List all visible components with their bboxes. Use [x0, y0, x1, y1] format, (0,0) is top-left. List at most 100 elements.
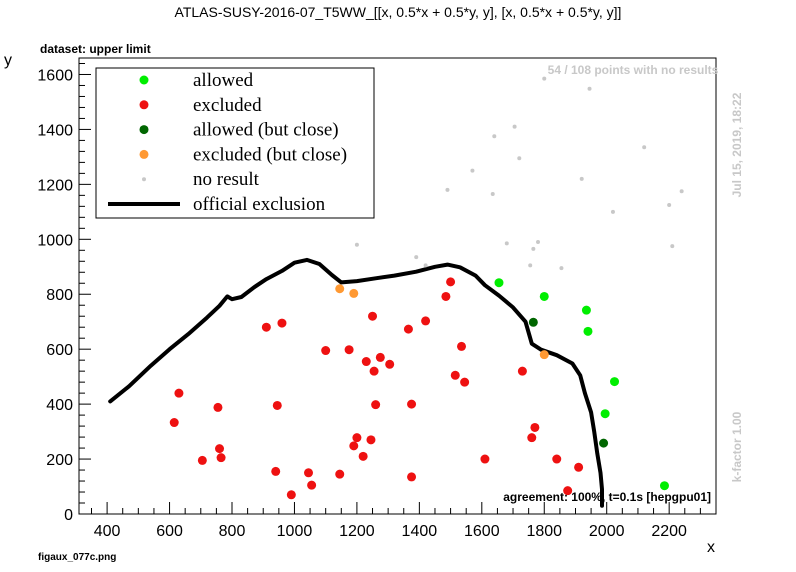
point-no-result — [679, 189, 684, 194]
point-excluded — [369, 366, 379, 376]
point-no-result — [559, 266, 564, 271]
point-excluded — [358, 451, 368, 461]
point-no-result — [470, 168, 475, 173]
point-excluded — [460, 377, 470, 387]
y-tick-label: 400 — [46, 397, 73, 414]
legend-label-excluded: excluded — [193, 95, 262, 116]
point-excluded — [304, 468, 314, 478]
legend-box — [95, 67, 375, 219]
x-tick-label: 2200 — [651, 523, 687, 540]
point-no-result — [354, 242, 359, 247]
y-tick-label: 1400 — [37, 122, 73, 139]
point-excluded — [371, 400, 381, 410]
point-excluded — [421, 316, 431, 326]
point-excluded — [169, 418, 179, 428]
point-allowed — [600, 409, 610, 419]
legend-swatch-excluded-but-close — [139, 149, 149, 159]
point-no-result — [667, 202, 672, 207]
point-no-result — [670, 244, 675, 249]
point-excluded — [517, 366, 527, 376]
legend-swatch-no-result — [142, 177, 146, 182]
y-tick-label: 1000 — [37, 232, 73, 249]
point-excluded — [530, 422, 540, 432]
point-excluded — [272, 400, 282, 410]
exclusion-line-layer — [108, 257, 604, 508]
kfactor-annotation: k-factor 1.00 — [730, 411, 744, 482]
point-excluded — [216, 453, 226, 463]
point-allowed — [539, 291, 549, 301]
x-tick-label: 2000 — [589, 523, 625, 540]
point-no-result — [512, 124, 517, 129]
point-excluded — [407, 472, 417, 482]
point-allowed — [494, 278, 504, 288]
point-no-result — [542, 76, 547, 81]
point-allowed — [583, 326, 593, 336]
legend: allowed excluded allowed (but close) exclud… — [95, 67, 375, 219]
x-tick-label: 1200 — [339, 523, 375, 540]
point-allowed — [659, 481, 669, 491]
point-excluded — [480, 454, 490, 464]
x-axis-label: x — [707, 539, 715, 556]
point-allowed-but-close — [599, 438, 609, 448]
point-excluded — [277, 318, 287, 328]
point-excluded-but-close — [335, 284, 345, 294]
y-tick-label: 600 — [46, 342, 73, 359]
x-tick-label: 1000 — [277, 523, 313, 540]
point-no-result — [423, 263, 428, 268]
legend-label-no-result: no result — [193, 169, 260, 190]
point-excluded — [368, 311, 378, 321]
point-excluded — [352, 433, 362, 443]
point-excluded — [457, 341, 467, 351]
chart-subtitle: dataset: upper limit — [40, 42, 151, 56]
legend-label-allowed: allowed — [193, 70, 254, 91]
legend-label-excluded-but-close: excluded (but close) — [193, 144, 347, 165]
x-tick-label: 400 — [94, 523, 121, 540]
point-no-result — [492, 134, 497, 139]
point-allowed — [610, 377, 620, 387]
legend-swatch-allowed — [139, 75, 149, 85]
official-exclusion-line — [108, 257, 604, 508]
point-excluded-but-close — [539, 350, 549, 360]
point-excluded — [527, 433, 537, 443]
axis-ticks: 400 600 800 1000 1200 1400 1600 1800 2000 2200 0 20… — [37, 62, 701, 540]
point-excluded — [307, 480, 317, 490]
point-excluded — [366, 435, 376, 445]
legend-label-official-exclusion: official exclusion — [193, 194, 326, 215]
y-tick-label: 800 — [46, 287, 73, 304]
chart-title: ATLAS-SUSY-2016-07_T5WW_[[x, 0.5*x + 0.5… — [175, 4, 622, 20]
agreement-annotation: agreement: 100%, t=0.1s [hepgpu01] — [503, 490, 711, 504]
point-excluded — [450, 370, 460, 380]
point-excluded — [197, 455, 207, 465]
point-excluded — [375, 352, 385, 362]
x-tick-label: 1400 — [402, 523, 438, 540]
point-excluded-but-close — [349, 288, 359, 298]
point-no-result — [528, 263, 533, 268]
point-no-result — [642, 145, 647, 150]
point-no-result — [579, 176, 584, 181]
legend-swatch-allowed-but-close — [139, 125, 149, 135]
point-excluded — [335, 469, 345, 479]
x-tick-label: 600 — [156, 523, 183, 540]
timestamp-annotation: Jul 15, 2019, 18:22 — [730, 92, 744, 197]
y-tick-label: 0 — [64, 507, 73, 524]
x-tick-label: 1800 — [526, 523, 562, 540]
point-excluded — [446, 277, 456, 287]
point-excluded — [361, 357, 371, 367]
point-excluded — [552, 454, 562, 464]
point-allowed — [581, 305, 591, 315]
filename-annotation: figaux_077c.png — [38, 552, 116, 563]
point-excluded — [441, 291, 451, 301]
legend-swatch-excluded — [139, 100, 149, 110]
y-axis-label: y — [4, 52, 12, 69]
point-excluded — [403, 324, 413, 334]
point-excluded — [385, 359, 395, 369]
point-no-result — [490, 191, 495, 196]
point-no-result — [517, 156, 522, 161]
y-tick-label: 1200 — [37, 177, 73, 194]
point-excluded — [574, 462, 584, 472]
points-layer — [169, 76, 684, 500]
no-results-annotation: 54 / 108 points with no results — [548, 63, 719, 77]
x-tick-label: 1600 — [464, 523, 500, 540]
point-no-result — [587, 86, 592, 91]
